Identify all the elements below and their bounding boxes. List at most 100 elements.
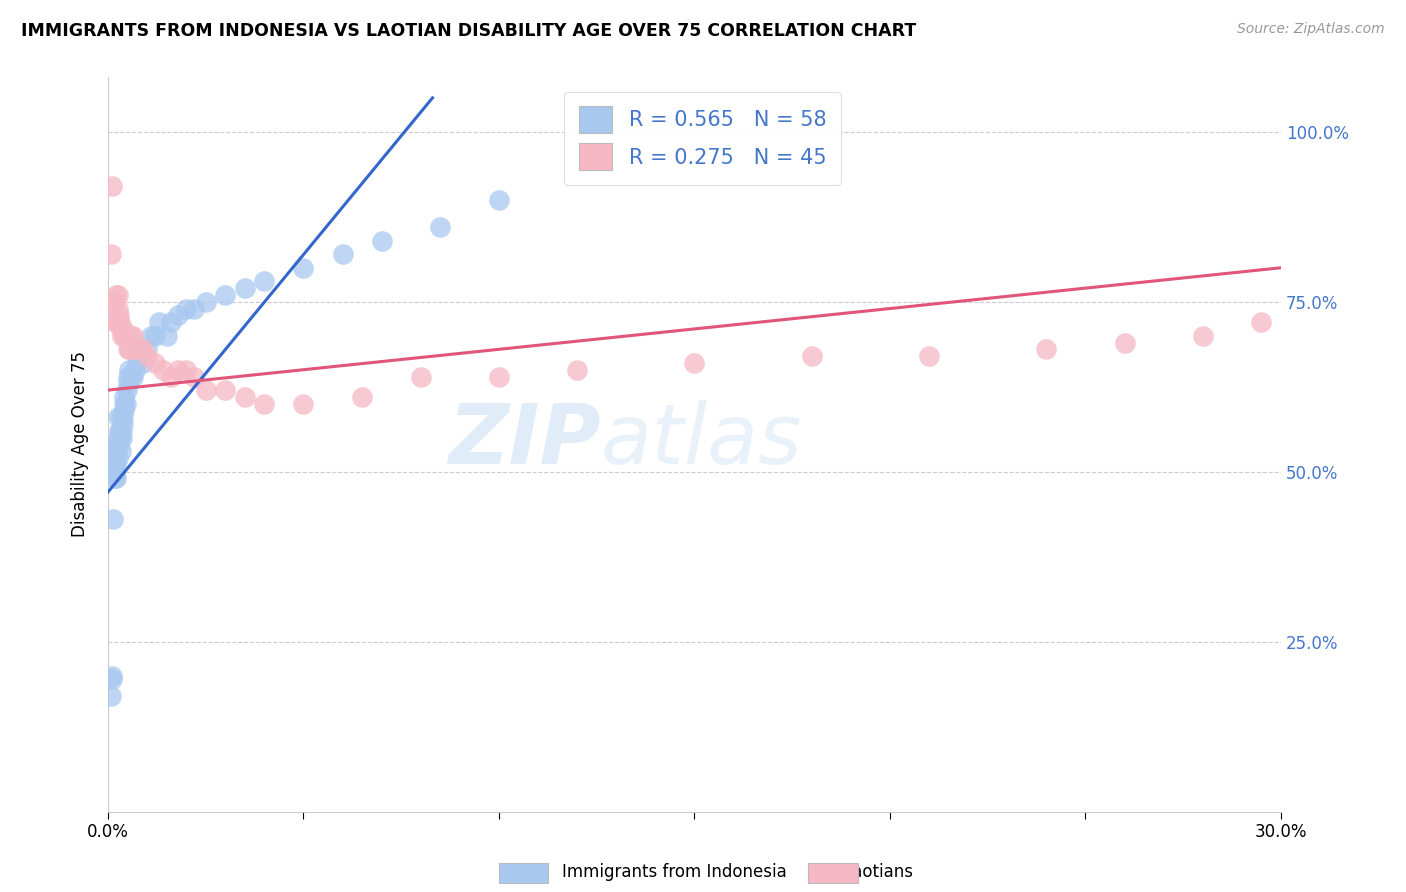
Point [127, 356, 149, 370]
Point [132, 343, 155, 357]
Point [118, 343, 141, 357]
Point [143, 328, 166, 343]
Text: Source: ZipAtlas.com: Source: ZipAtlas.com [1237, 22, 1385, 37]
Point [104, 471, 127, 485]
Point [103, 451, 125, 466]
Point [332, 247, 354, 261]
Point [110, 410, 132, 425]
Point [1114, 335, 1136, 350]
Point [111, 431, 134, 445]
Point [214, 383, 236, 397]
Point [112, 390, 135, 404]
Point [156, 328, 179, 343]
Point [128, 343, 150, 357]
Point [105, 315, 128, 329]
Point [194, 294, 217, 309]
Point [488, 369, 510, 384]
Point [136, 343, 159, 357]
Point [103, 461, 125, 475]
Point [292, 397, 315, 411]
Point [101, 672, 124, 686]
Point [174, 362, 197, 376]
Point [112, 328, 135, 343]
Point [183, 369, 205, 384]
Point [1035, 343, 1057, 357]
Point [567, 362, 589, 376]
Point [104, 458, 127, 472]
Point [683, 356, 706, 370]
Point [110, 444, 132, 458]
Point [159, 369, 181, 384]
Point [114, 328, 136, 343]
Point [111, 424, 134, 438]
Point [488, 193, 510, 207]
Point [110, 322, 132, 336]
Point [167, 309, 190, 323]
Point [112, 397, 135, 411]
Point [253, 397, 276, 411]
Point [122, 369, 145, 384]
Point [108, 424, 131, 438]
Point [108, 309, 131, 323]
Text: ZIP: ZIP [449, 401, 600, 482]
Y-axis label: Disability Age Over 75: Disability Age Over 75 [72, 351, 89, 538]
Point [107, 301, 129, 316]
Point [167, 362, 190, 376]
Point [111, 322, 134, 336]
Point [132, 356, 155, 370]
Point [918, 349, 941, 363]
Point [118, 362, 141, 376]
Point [115, 383, 138, 397]
Point [143, 356, 166, 370]
Point [292, 260, 315, 275]
Point [152, 362, 174, 376]
Point [101, 179, 124, 194]
Point [800, 349, 823, 363]
Point [107, 451, 129, 466]
Point [139, 328, 162, 343]
Text: atlas: atlas [600, 401, 803, 482]
Point [111, 417, 134, 431]
Point [114, 397, 136, 411]
Point [104, 465, 127, 479]
Point [108, 437, 131, 451]
Point [136, 349, 159, 363]
Point [233, 390, 256, 404]
Point [117, 343, 139, 357]
Text: IMMIGRANTS FROM INDONESIA VS LAOTIAN DISABILITY AGE OVER 75 CORRELATION CHART: IMMIGRANTS FROM INDONESIA VS LAOTIAN DIS… [21, 22, 917, 40]
Point [105, 441, 128, 455]
Point [111, 328, 134, 343]
Point [409, 369, 432, 384]
Point [429, 219, 451, 234]
Point [100, 247, 122, 261]
Point [108, 424, 131, 438]
Point [108, 431, 131, 445]
Point [174, 301, 197, 316]
Point [370, 234, 392, 248]
Point [107, 410, 129, 425]
Point [111, 410, 134, 425]
Point [107, 288, 129, 302]
Point [112, 403, 135, 417]
Point [107, 431, 129, 445]
Point [194, 383, 217, 397]
Point [124, 362, 146, 376]
Point [183, 301, 205, 316]
Point [105, 437, 128, 451]
Point [101, 668, 124, 682]
Text: Laotians: Laotians [844, 863, 914, 881]
Text: Immigrants from Indonesia: Immigrants from Indonesia [562, 863, 787, 881]
Point [104, 471, 127, 485]
Point [129, 343, 152, 357]
Point [122, 328, 145, 343]
Point [101, 512, 124, 526]
Legend: R = 0.565   N = 58, R = 0.275   N = 45: R = 0.565 N = 58, R = 0.275 N = 45 [564, 92, 841, 185]
Point [1191, 328, 1213, 343]
Point [120, 328, 142, 343]
Point [108, 315, 131, 329]
Point [103, 294, 125, 309]
Point [128, 349, 150, 363]
Point [120, 369, 142, 384]
Point [104, 315, 127, 329]
Point [104, 288, 127, 302]
